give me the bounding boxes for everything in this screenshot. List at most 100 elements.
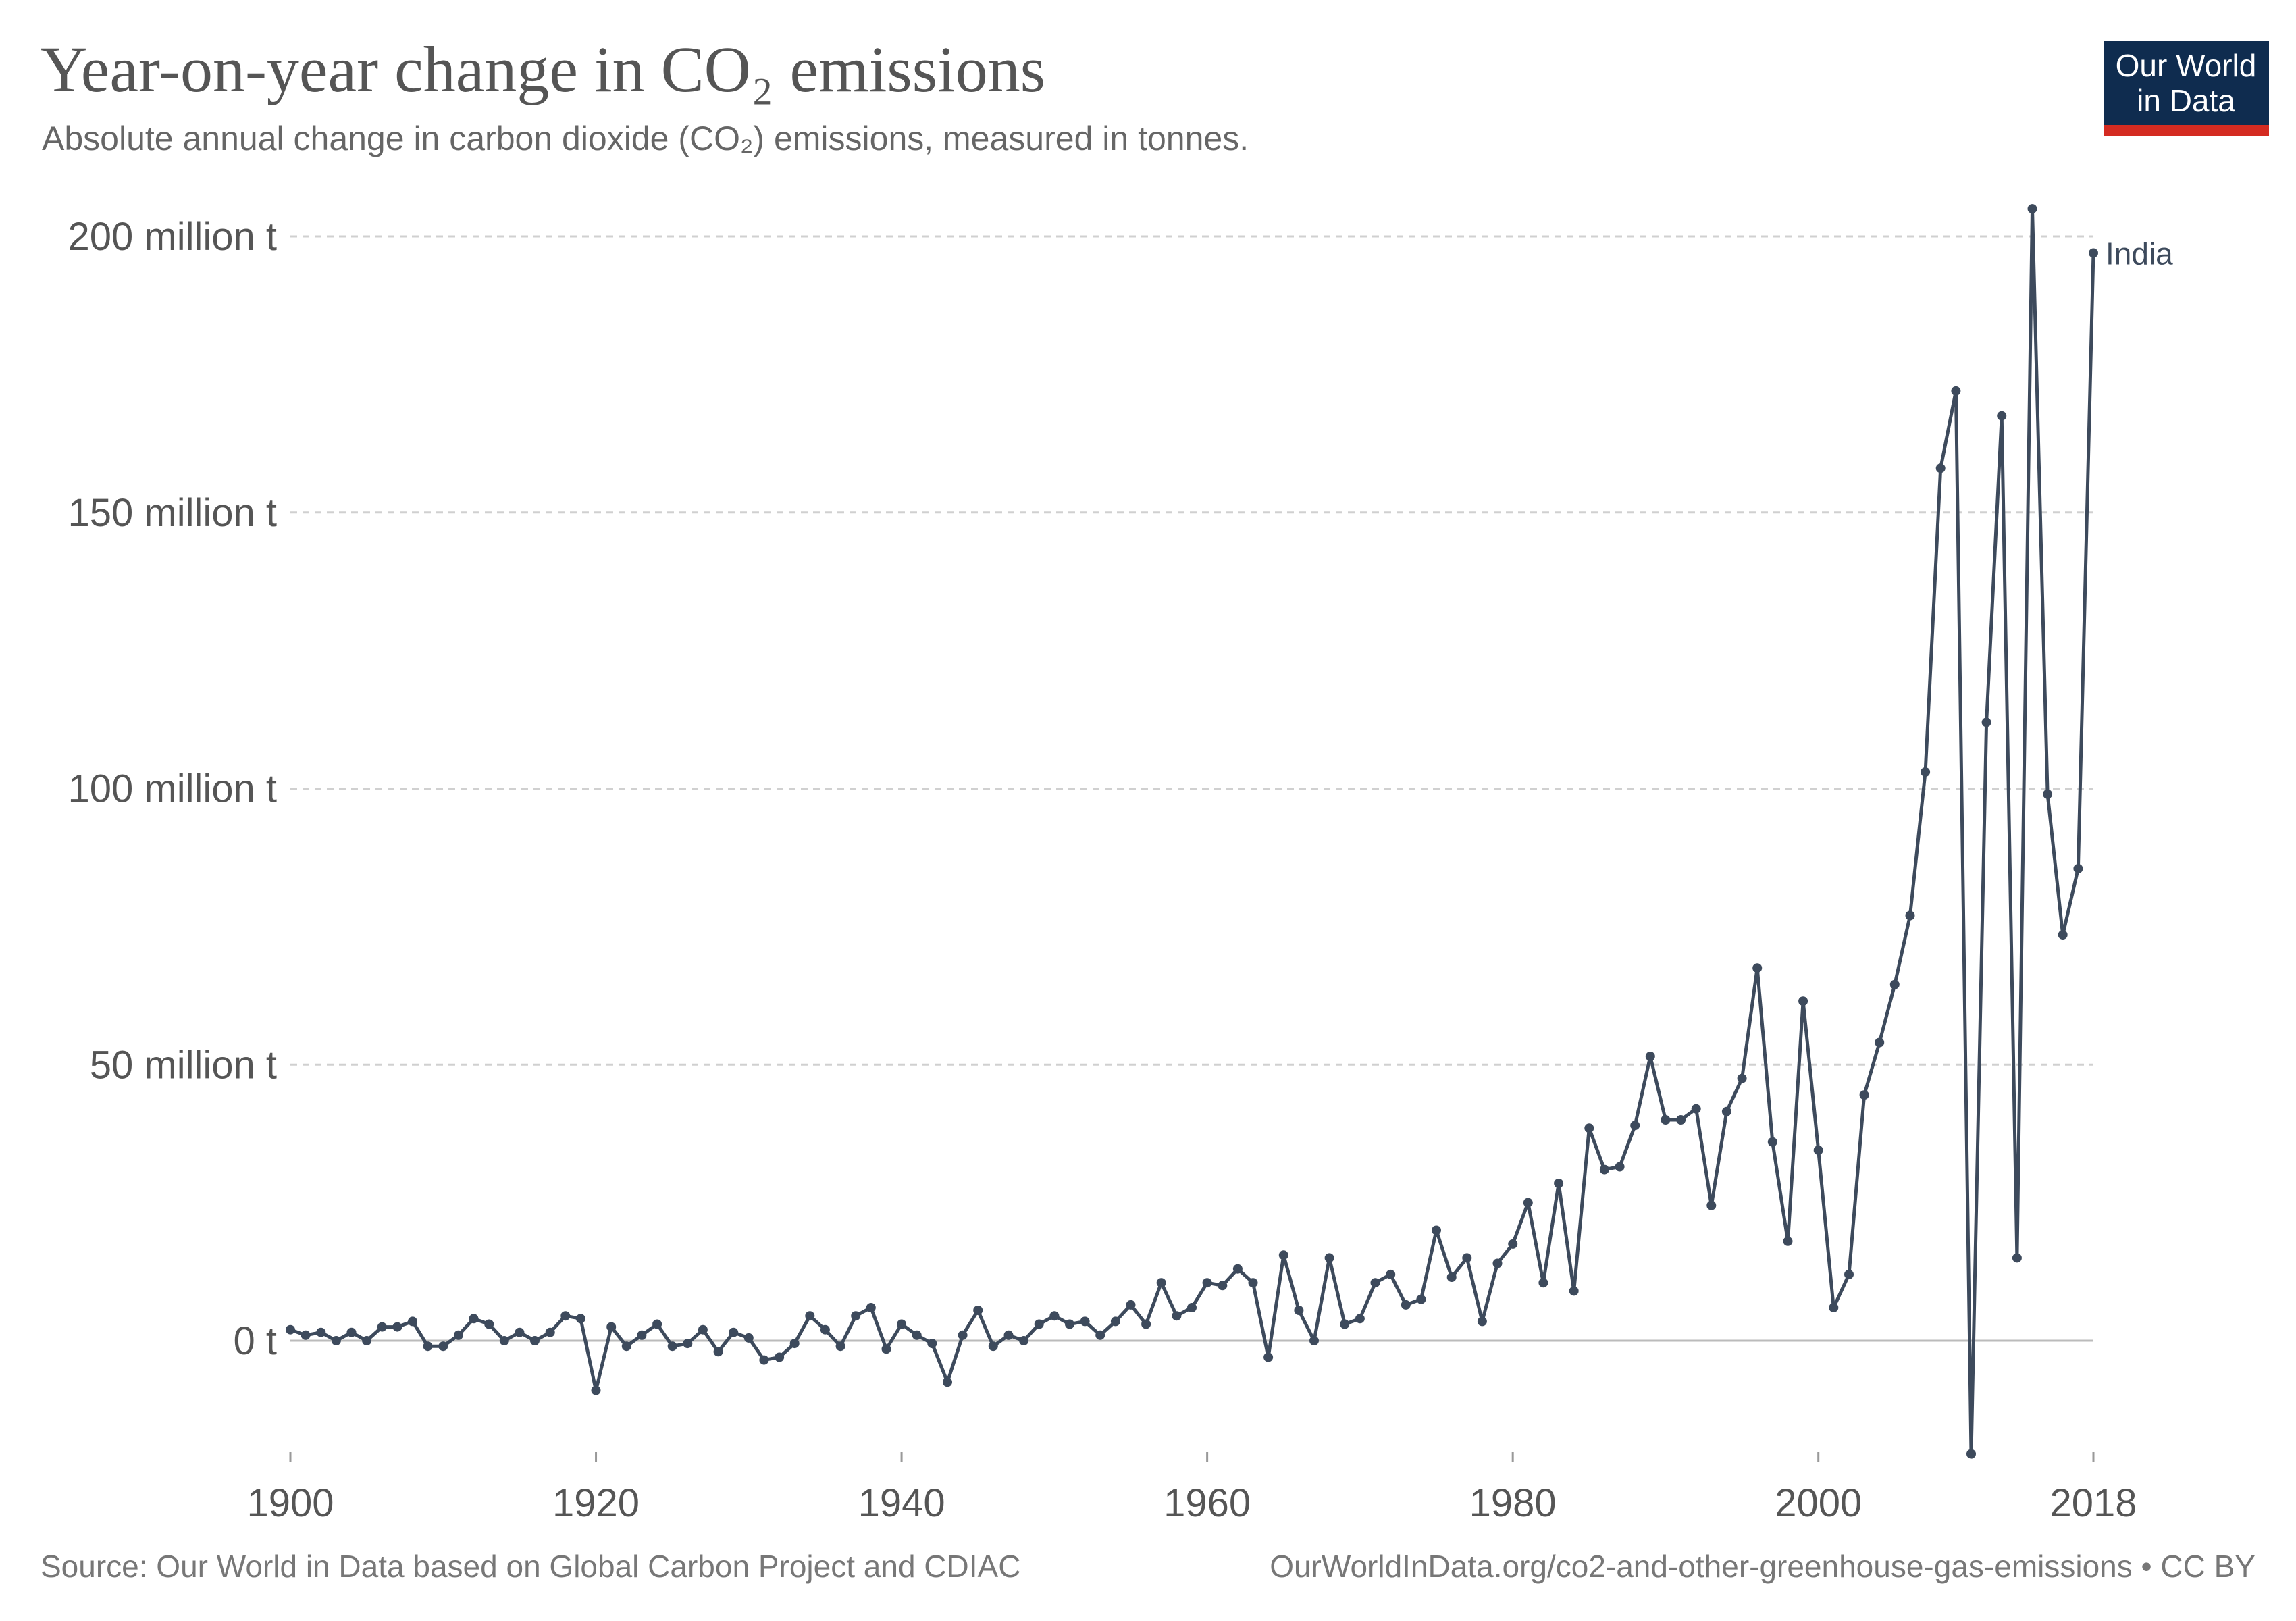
data-point[interactable]: [912, 1330, 922, 1340]
data-point[interactable]: [1997, 411, 2007, 421]
data-point[interactable]: [621, 1341, 631, 1352]
data-point[interactable]: [1844, 1269, 1854, 1279]
data-point[interactable]: [560, 1311, 571, 1321]
data-point[interactable]: [2027, 204, 2037, 214]
data-point[interactable]: [713, 1347, 723, 1357]
data-point[interactable]: [1248, 1278, 1258, 1288]
data-point[interactable]: [515, 1327, 525, 1337]
data-point[interactable]: [469, 1314, 479, 1324]
data-point[interactable]: [499, 1336, 509, 1345]
data-point[interactable]: [1661, 1115, 1671, 1125]
data-point[interactable]: [1401, 1300, 1411, 1310]
data-point[interactable]: [1829, 1303, 1839, 1312]
data-point[interactable]: [1309, 1336, 1319, 1345]
data-point[interactable]: [1752, 963, 1763, 973]
data-point[interactable]: [759, 1355, 769, 1365]
data-point[interactable]: [1783, 1236, 1793, 1246]
data-point[interactable]: [1049, 1311, 1060, 1321]
data-point[interactable]: [1523, 1198, 1533, 1208]
data-point[interactable]: [1034, 1319, 1044, 1329]
data-point[interactable]: [1065, 1319, 1074, 1329]
series-line[interactable]: [290, 207, 2095, 1456]
data-point[interactable]: [1218, 1281, 1228, 1291]
data-point[interactable]: [2089, 248, 2098, 258]
data-point[interactable]: [1569, 1286, 1579, 1296]
data-point[interactable]: [1676, 1115, 1686, 1125]
data-point[interactable]: [789, 1339, 800, 1349]
data-point[interactable]: [286, 1324, 295, 1335]
data-point[interactable]: [743, 1333, 754, 1343]
data-point[interactable]: [683, 1339, 693, 1349]
data-point[interactable]: [698, 1324, 708, 1335]
data-point[interactable]: [377, 1322, 387, 1332]
data-point[interactable]: [1645, 1052, 1655, 1061]
data-point[interactable]: [1156, 1278, 1166, 1288]
data-point[interactable]: [958, 1330, 968, 1340]
series-india[interactable]: India: [286, 204, 2173, 1459]
data-point[interactable]: [1798, 996, 1808, 1006]
data-point[interactable]: [1935, 463, 1946, 473]
data-point[interactable]: [2058, 930, 2068, 940]
data-point[interactable]: [1202, 1278, 1212, 1288]
data-point[interactable]: [1446, 1272, 1457, 1282]
data-point[interactable]: [1691, 1104, 1701, 1114]
data-point[interactable]: [927, 1339, 937, 1349]
data-point[interactable]: [1080, 1316, 1090, 1327]
data-point[interactable]: [652, 1319, 662, 1329]
data-point[interactable]: [973, 1306, 983, 1315]
data-point[interactable]: [2073, 864, 2083, 873]
data-point[interactable]: [1141, 1319, 1151, 1329]
data-point[interactable]: [897, 1319, 907, 1329]
data-point[interactable]: [1355, 1314, 1365, 1324]
data-point[interactable]: [2043, 789, 2053, 799]
data-point[interactable]: [1951, 386, 1961, 396]
data-point[interactable]: [1370, 1278, 1380, 1288]
data-point[interactable]: [805, 1311, 815, 1321]
data-point[interactable]: [866, 1303, 876, 1312]
data-point[interactable]: [423, 1341, 433, 1352]
data-point[interactable]: [1003, 1330, 1014, 1340]
data-point[interactable]: [1386, 1269, 1396, 1279]
data-point[interactable]: [316, 1327, 326, 1337]
data-point[interactable]: [1767, 1137, 1777, 1147]
data-point[interactable]: [453, 1330, 463, 1340]
data-point[interactable]: [346, 1327, 357, 1337]
data-point[interactable]: [729, 1327, 739, 1337]
data-point[interactable]: [1889, 979, 1900, 989]
data-point[interactable]: [1875, 1037, 1885, 1048]
data-point[interactable]: [1981, 717, 1991, 727]
data-point[interactable]: [1615, 1162, 1625, 1172]
data-point[interactable]: [943, 1377, 952, 1387]
data-point[interactable]: [1599, 1164, 1609, 1175]
data-point[interactable]: [1095, 1330, 1105, 1340]
data-point[interactable]: [438, 1341, 448, 1352]
data-point[interactable]: [1859, 1090, 1869, 1100]
data-point[interactable]: [667, 1341, 677, 1352]
data-point[interactable]: [820, 1324, 830, 1335]
data-point[interactable]: [2012, 1253, 2022, 1263]
data-point[interactable]: [606, 1322, 617, 1332]
data-point[interactable]: [1462, 1253, 1472, 1263]
data-point[interactable]: [1508, 1239, 1518, 1249]
data-point[interactable]: [545, 1327, 555, 1337]
data-point[interactable]: [1737, 1073, 1747, 1083]
data-point[interactable]: [637, 1330, 647, 1340]
footer-url[interactable]: OurWorldInData.org/co2-and-other-greenho…: [1270, 1549, 2255, 1584]
data-point[interactable]: [575, 1314, 585, 1324]
data-point[interactable]: [1340, 1319, 1350, 1329]
data-point[interactable]: [1905, 910, 1915, 921]
data-point[interactable]: [408, 1316, 417, 1327]
data-point[interactable]: [1416, 1294, 1426, 1304]
data-point[interactable]: [1813, 1146, 1823, 1155]
data-point[interactable]: [1584, 1123, 1594, 1133]
data-point[interactable]: [301, 1330, 311, 1340]
data-point[interactable]: [331, 1336, 341, 1345]
data-point[interactable]: [988, 1341, 998, 1352]
data-point[interactable]: [1172, 1311, 1182, 1321]
data-point[interactable]: [1187, 1303, 1197, 1312]
owid-logo[interactable]: Our World in Data: [2104, 41, 2269, 136]
data-point[interactable]: [1921, 767, 1931, 777]
data-point[interactable]: [392, 1322, 402, 1332]
data-point[interactable]: [1630, 1121, 1640, 1131]
data-point[interactable]: [1554, 1179, 1564, 1188]
